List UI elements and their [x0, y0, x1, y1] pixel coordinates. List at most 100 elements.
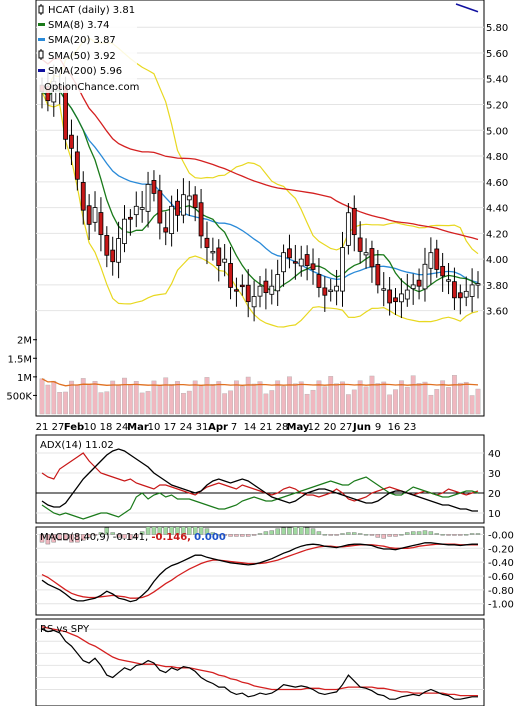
macd-histogram-bar: [369, 534, 375, 536]
candle-body: [381, 288, 387, 291]
macd-histogram-bar: [381, 534, 386, 539]
price-tick-label: 3.80: [486, 281, 508, 292]
candle-icon: [38, 4, 44, 15]
macd-histogram-bar: [210, 532, 216, 535]
candle-body: [363, 252, 369, 256]
macd-histogram-bar: [428, 531, 434, 535]
candle-body: [369, 248, 375, 268]
price-tick-label: 4.20: [486, 229, 508, 240]
candle-body: [139, 207, 145, 210]
candle-body: [80, 182, 86, 211]
volume-bar: [45, 384, 51, 415]
macd-histogram-bar: [181, 527, 186, 535]
macd-frame: [35, 526, 485, 616]
volume-bar: [351, 389, 357, 415]
volume-bar: [334, 383, 339, 415]
macd-histogram-bar: [452, 534, 457, 536]
candle-body: [316, 274, 322, 288]
candle-body: [169, 205, 175, 234]
adx-panel: 40 30 20 10 ADX(14) 11.02: [35, 434, 501, 524]
volume-bar: [310, 389, 316, 415]
candle-body: [245, 284, 251, 303]
volume-bar: [204, 377, 210, 415]
candle-body: [410, 284, 416, 290]
price-tick-label: 5.40: [486, 75, 508, 86]
candle-body: [222, 258, 228, 263]
volume-bar: [116, 385, 121, 415]
macd-tick-label: -0.20: [488, 544, 514, 555]
date-tick-label: 14: [244, 422, 257, 433]
sma200-line: [455, 3, 479, 13]
volume-bar: [375, 383, 381, 415]
date-tick-label: 10: [84, 422, 97, 433]
volume-bar: [145, 391, 151, 415]
candle-body: [127, 216, 133, 220]
macd-histogram-bar: [434, 533, 439, 535]
candle-body: [322, 287, 328, 296]
volume-bar: [234, 380, 239, 415]
candle-body: [357, 237, 363, 252]
macd-histogram-bar: [228, 534, 233, 537]
candle-body: [351, 207, 357, 236]
legend-hcat: HCAT (daily) 3.81: [48, 5, 135, 16]
volume-bar: [428, 394, 434, 415]
macd-histogram-bar: [393, 534, 398, 537]
volume-bar: [393, 389, 398, 415]
macd-histogram-bar: [469, 533, 475, 535]
macd-histogram-bar: [263, 531, 269, 535]
candle-body: [251, 296, 257, 308]
volume-bar: [446, 387, 451, 415]
volume-bar: [457, 382, 463, 415]
volume-bar: [292, 383, 298, 415]
volume-bar: [239, 385, 245, 415]
candle-body: [257, 285, 263, 297]
volume-bar: [416, 383, 422, 415]
macd-histogram-bar: [75, 534, 80, 543]
sma20-swatch: [38, 38, 45, 41]
candle-body: [275, 274, 281, 292]
macd-histogram-bar: [310, 528, 316, 535]
candle-body: [404, 289, 410, 300]
price-tick-label: 5.60: [486, 49, 508, 60]
macd-histogram-bar: [446, 534, 451, 536]
candle-body: [310, 263, 316, 270]
sma8-swatch: [38, 23, 45, 26]
candle-body: [475, 283, 481, 286]
date-tick-label: 20: [324, 422, 337, 433]
macd-histogram-bar: [346, 532, 351, 535]
price-tick-label: 4.40: [486, 204, 508, 215]
candle-body: [446, 279, 451, 282]
volume-bar: [422, 381, 428, 415]
macd-histogram-bar: [340, 533, 345, 535]
candle-body: [110, 249, 116, 263]
volume-bar: [399, 380, 404, 415]
candle-body: [104, 235, 110, 256]
macd-label: MACD(8,40,9) -0.141, -0.146, 0.000: [40, 532, 226, 543]
candle-body: [92, 207, 98, 223]
volume-bar: [469, 395, 475, 415]
macd-histogram-bar: [375, 534, 381, 538]
volume-bar: [169, 384, 175, 415]
volume-bar: [452, 375, 457, 415]
macd-histogram-bar: [122, 534, 127, 539]
price-panel: 5.80 5.60 5.40 5.20 5.00 4.80 4.60 4.40 4.20 4.00…: [35, 0, 508, 417]
candle-body: [463, 290, 469, 298]
volume-bar: [175, 381, 180, 415]
volume-bar: [257, 381, 263, 415]
macd-line: [41, 542, 478, 603]
volume-bar: [222, 393, 228, 415]
macd-histogram-bar: [334, 534, 339, 536]
volume-panel: 2M 1.5M 1M 500K: [6, 336, 481, 415]
volume-bar: [410, 375, 416, 415]
macd-histogram-bar: [246, 534, 251, 537]
volume-bar: [92, 380, 98, 415]
volume-bar: [275, 380, 281, 415]
candle-body: [204, 237, 210, 248]
volume-bar: [322, 386, 328, 415]
macd-histogram-bar: [399, 534, 404, 536]
date-tick-label: 27: [340, 422, 353, 433]
candle-body: [181, 194, 186, 216]
volume-tick-label: 1M: [17, 373, 32, 384]
macd-histogram-bar: [422, 530, 428, 535]
macd-histogram-bar: [405, 532, 410, 535]
